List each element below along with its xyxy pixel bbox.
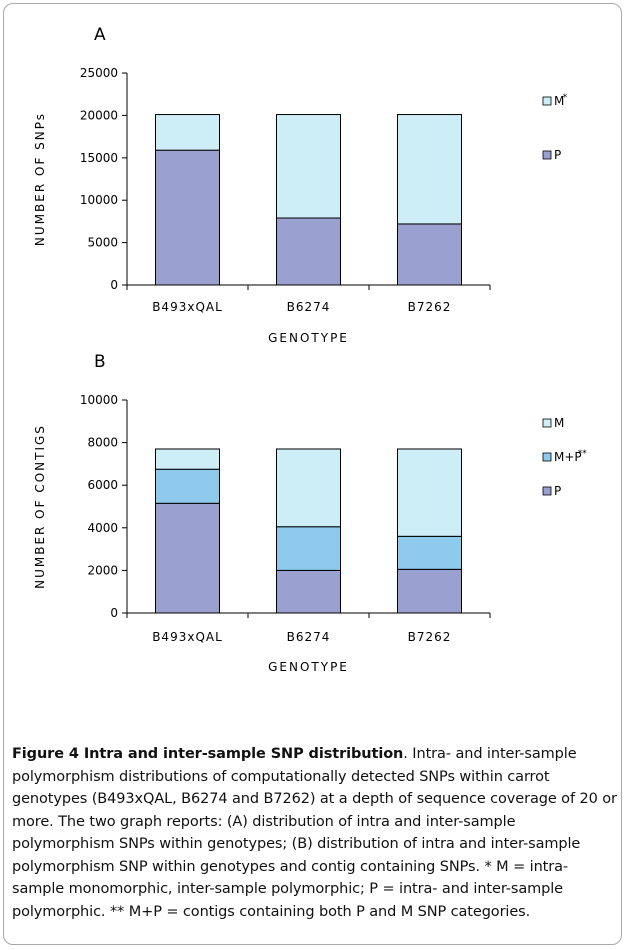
y-tick-label: 8000 — [87, 436, 118, 450]
bar-segment — [397, 535, 462, 570]
y-tick-label: 6000 — [87, 478, 118, 492]
bar-segment — [155, 114, 220, 151]
x-axis-title: GENOTYPE — [268, 331, 349, 345]
bar-segment — [397, 223, 462, 286]
legend-label-suffix: * — [563, 93, 568, 103]
legend-label-suffix: ** — [578, 449, 588, 459]
x-axis-title: GENOTYPE — [268, 660, 349, 674]
panel-label: A — [94, 25, 106, 45]
legend-swatch — [542, 486, 552, 496]
bar-segment — [155, 502, 220, 614]
y-tick-label: 25000 — [80, 66, 118, 80]
bar-segment — [397, 448, 462, 537]
bar-segment — [276, 217, 341, 286]
x-tick-label: B6274 — [287, 630, 331, 644]
caption-title: Figure 4 Intra and inter-sample SNP dist… — [12, 746, 404, 762]
y-tick-label: 20000 — [80, 108, 118, 122]
bar-segment — [276, 526, 341, 571]
legend-swatch — [542, 418, 552, 428]
y-axis-title: NUMBER OF SNPs — [33, 112, 47, 246]
bar-segment — [155, 468, 220, 504]
y-axis-title: NUMBER OF CONTIGS — [33, 424, 47, 589]
y-tick-label: 2000 — [87, 563, 118, 577]
legend-label: P — [554, 148, 561, 162]
bar-segment — [155, 149, 220, 286]
x-tick-label: B493xQAL — [152, 630, 223, 644]
bar-segment — [397, 114, 462, 225]
bar-segment — [276, 569, 341, 614]
panel-label: B — [94, 352, 106, 372]
y-tick-label: 15000 — [80, 151, 118, 165]
legend-label: M+P — [554, 450, 582, 464]
legend-swatch — [542, 452, 552, 462]
y-tick-label: 10000 — [80, 193, 118, 207]
y-tick-label: 5000 — [87, 236, 118, 250]
y-tick-label: 0 — [110, 606, 118, 620]
figure-caption: Figure 4 Intra and inter-sample SNP dist… — [12, 743, 617, 923]
legend-swatch — [542, 96, 552, 106]
bar-segment — [276, 114, 341, 219]
legend-swatch — [542, 150, 552, 160]
legend-label: M — [554, 416, 564, 430]
legend-label: P — [554, 484, 561, 498]
y-tick-label: 4000 — [87, 521, 118, 535]
x-tick-label: B7262 — [408, 630, 452, 644]
y-tick-label: 10000 — [80, 393, 118, 407]
x-tick-label: B493xQAL — [152, 300, 223, 314]
bar-segment — [397, 568, 462, 614]
bar-segment — [155, 448, 220, 470]
x-tick-label: B7262 — [408, 300, 452, 314]
x-tick-label: B6274 — [287, 300, 331, 314]
caption-body: . Intra- and inter-sample polymorphism d… — [12, 746, 617, 920]
y-tick-label: 0 — [110, 278, 118, 292]
legend-label: M — [554, 94, 564, 108]
bar-segment — [276, 448, 341, 528]
